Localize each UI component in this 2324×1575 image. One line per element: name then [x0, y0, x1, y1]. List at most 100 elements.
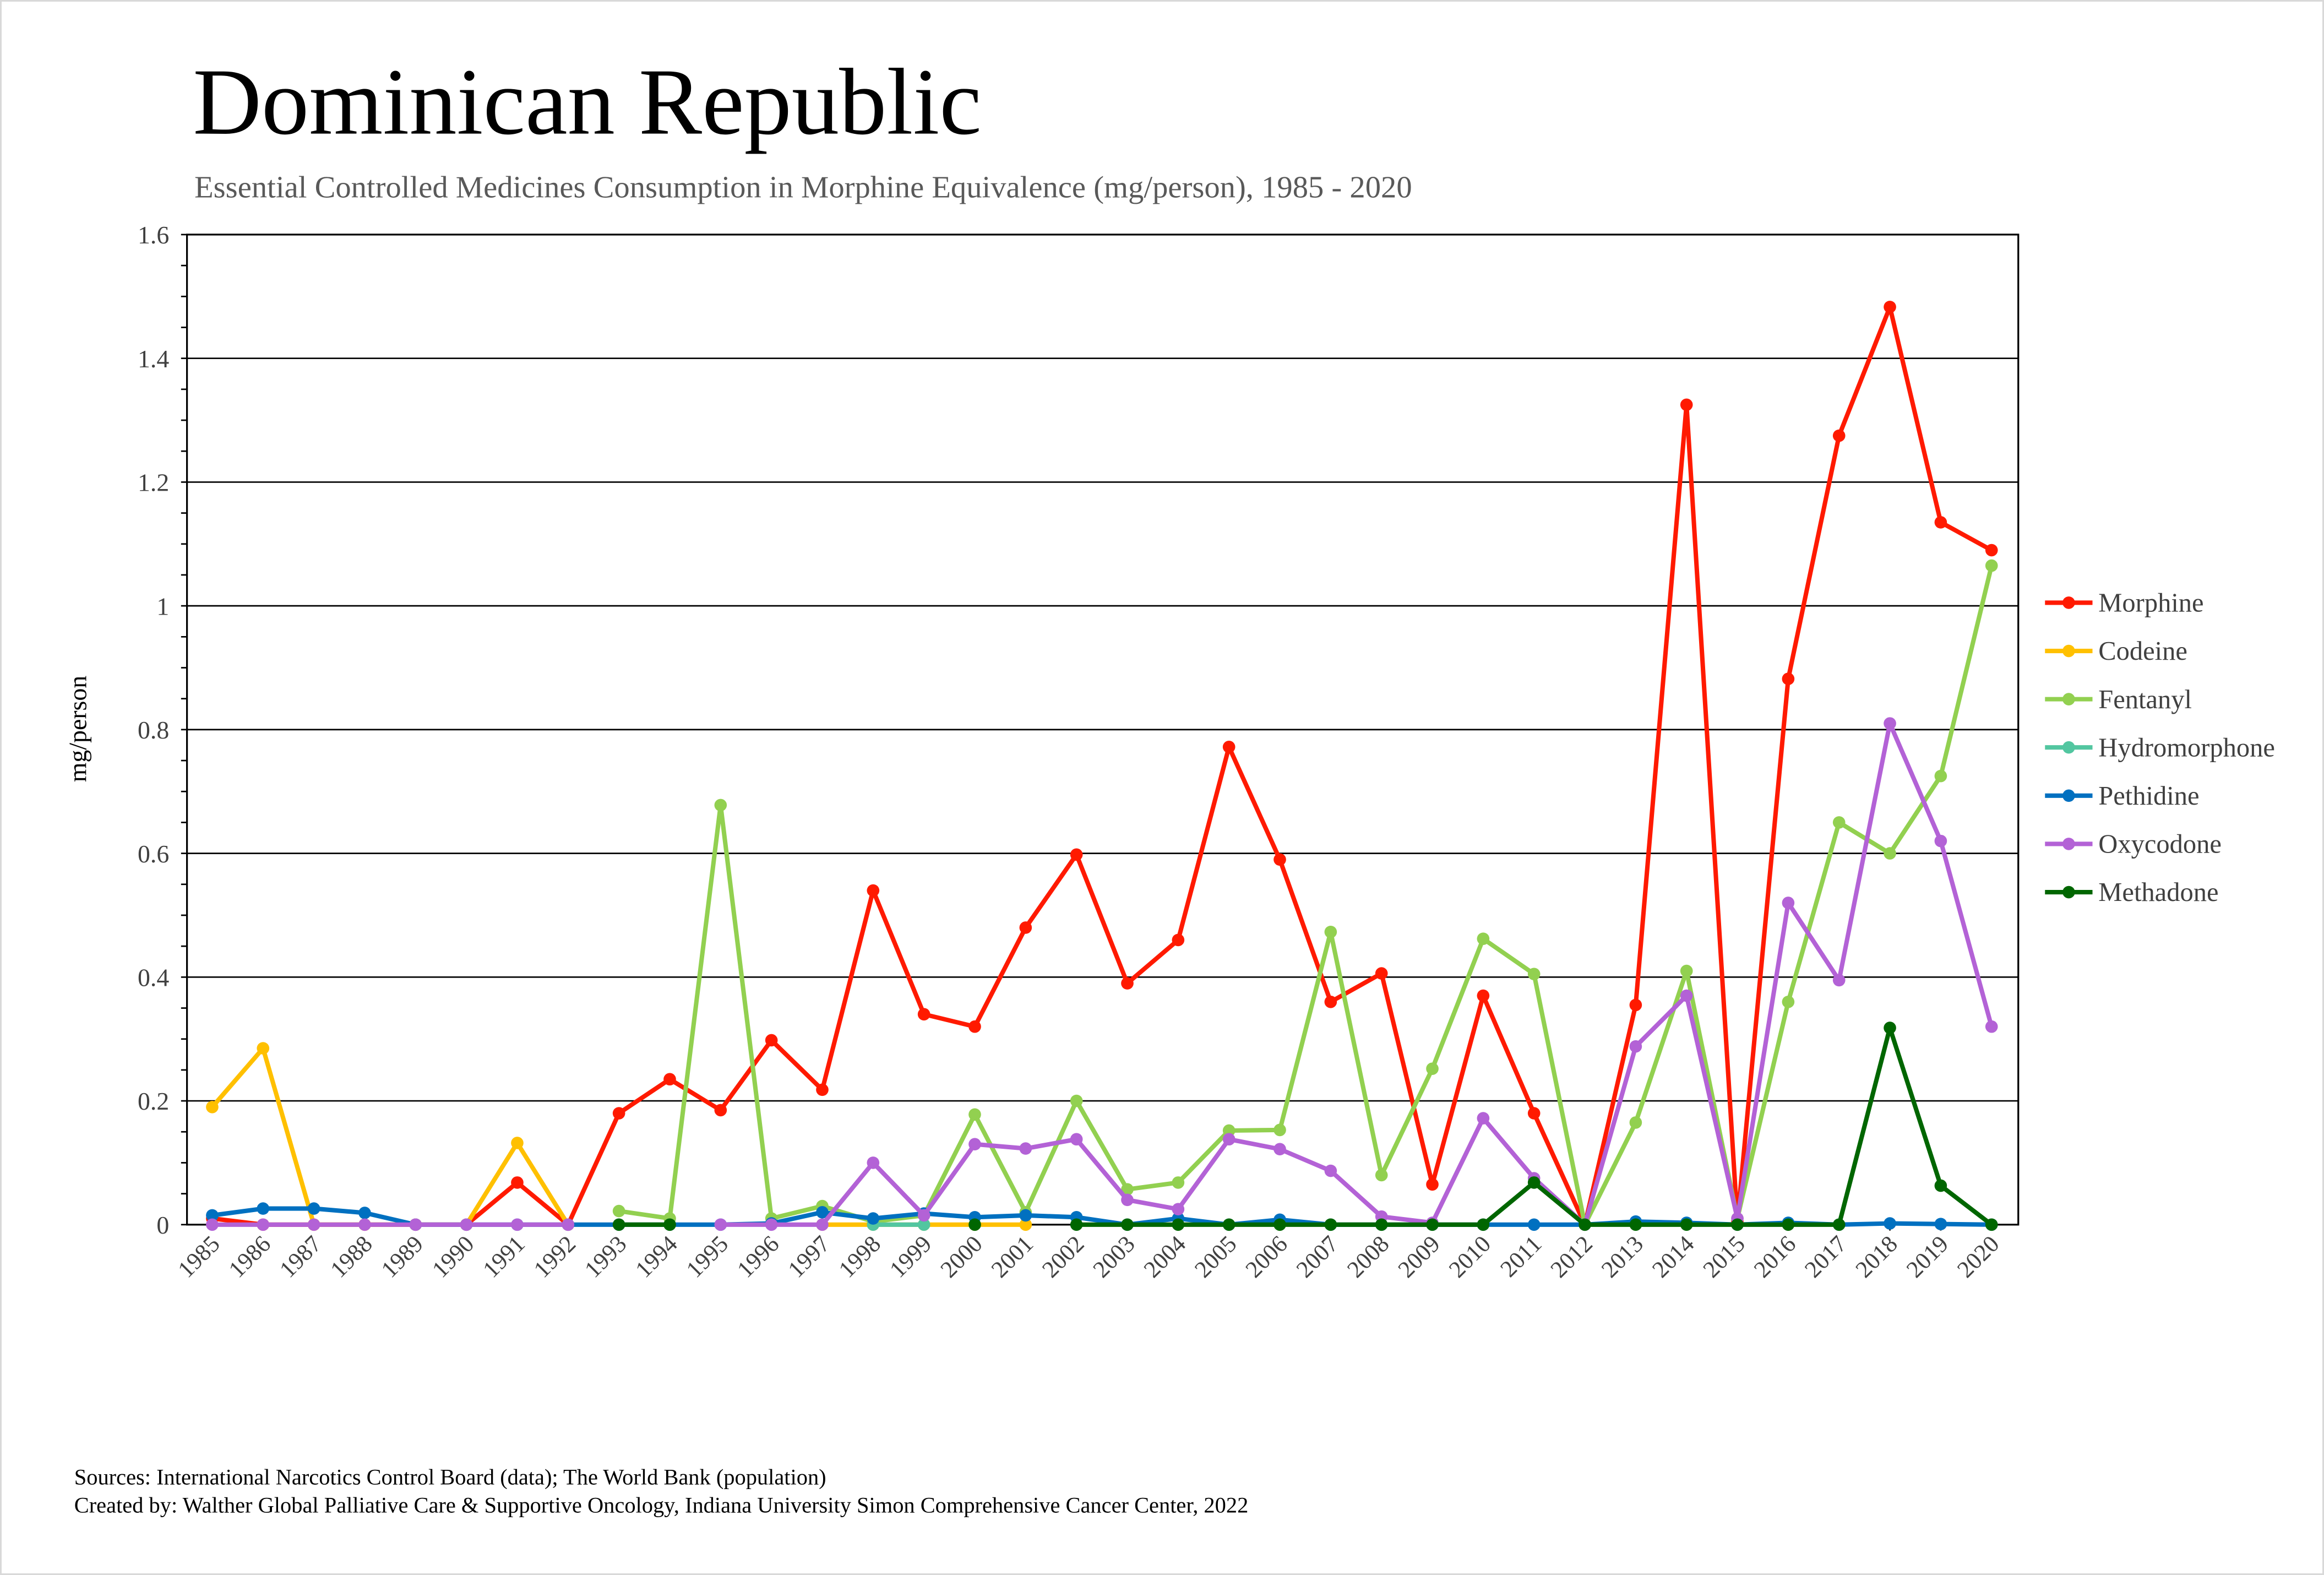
y-tick-label: 0.2 — [138, 1087, 169, 1115]
footer-created-by: Created by: Walther Global Palliative Ca… — [74, 1493, 1249, 1518]
data-point — [1019, 1209, 1032, 1222]
data-point — [1121, 1193, 1134, 1207]
x-tick-label: 1987 — [275, 1231, 326, 1283]
legend-label: Methadone — [2098, 878, 2218, 907]
data-point — [1832, 1218, 1846, 1231]
data-point — [1985, 559, 1998, 572]
y-axis-label: mg/person — [63, 676, 91, 782]
data-point — [257, 1202, 270, 1215]
chart-title: Dominican Republic — [193, 50, 981, 155]
legend-item-pethidine: Pethidine — [2045, 781, 2200, 811]
x-tick-label: 2012 — [1546, 1231, 1598, 1283]
data-point — [917, 1218, 930, 1231]
y-tick-label: 1.2 — [138, 469, 169, 497]
series-morphine — [206, 301, 1998, 1231]
x-tick-label: 2004 — [1139, 1231, 1191, 1283]
x-tick-label: 2017 — [1800, 1231, 1852, 1283]
data-point — [1832, 429, 1846, 442]
data-point — [1070, 1094, 1083, 1107]
series-codeine — [206, 1042, 1032, 1231]
data-point — [1579, 1218, 1591, 1231]
data-point — [1884, 717, 1896, 730]
x-tick-label: 2009 — [1394, 1231, 1445, 1283]
data-point — [1273, 1143, 1286, 1156]
data-point — [1629, 1116, 1642, 1129]
data-point — [1985, 1020, 1998, 1033]
footer-sources: Sources: International Narcotics Control… — [74, 1464, 826, 1489]
data-point — [1832, 816, 1846, 829]
x-tick-label: 2011 — [1495, 1231, 1547, 1282]
legend-marker — [2062, 886, 2075, 899]
series-line — [211, 305, 1993, 1227]
data-point — [1121, 1183, 1134, 1196]
data-point — [867, 1212, 880, 1225]
data-point — [1527, 1218, 1541, 1231]
y-tick-label: 1 — [156, 592, 169, 620]
series-methadone — [612, 1022, 1998, 1231]
data-point — [206, 1100, 219, 1114]
data-point — [1884, 847, 1896, 860]
data-point — [1324, 1218, 1337, 1231]
data-point — [1477, 932, 1490, 945]
x-tick-label: 1986 — [224, 1231, 276, 1283]
data-point — [1934, 769, 1947, 783]
data-point — [307, 1202, 320, 1215]
series-line — [1076, 1025, 1993, 1227]
x-axis: 1985198619871988198919901991199219931994… — [173, 1224, 2004, 1283]
legend-item-hydromorphone: Hydromorphone — [2045, 733, 2275, 762]
x-tick-label: 1995 — [682, 1231, 733, 1283]
data-point — [1019, 1142, 1032, 1155]
x-tick-label: 2003 — [1088, 1231, 1140, 1283]
data-point — [612, 1204, 625, 1218]
x-tick-label: 2013 — [1597, 1231, 1648, 1283]
y-tick-label: 0.6 — [138, 840, 169, 868]
data-point — [358, 1218, 371, 1231]
data-point — [1273, 853, 1286, 866]
data-point — [1172, 1218, 1185, 1231]
data-point — [1019, 921, 1032, 934]
data-point — [1477, 1112, 1490, 1125]
data-point — [1782, 1218, 1795, 1231]
data-point — [1375, 1218, 1388, 1231]
x-tick-label: 2006 — [1241, 1231, 1293, 1283]
data-point — [714, 1218, 727, 1231]
data-point — [1680, 989, 1693, 1002]
data-point — [816, 1206, 829, 1219]
data-point — [511, 1218, 524, 1231]
data-point — [1782, 897, 1795, 909]
y-tick-label: 1.6 — [138, 221, 169, 249]
data-point — [765, 1218, 778, 1231]
data-point — [1731, 1218, 1744, 1231]
data-point — [257, 1218, 270, 1231]
legend-item-codeine: Codeine — [2045, 637, 2187, 666]
series-line — [720, 721, 1994, 1227]
data-point — [612, 1218, 625, 1231]
data-point — [1070, 848, 1083, 861]
data-point — [816, 1083, 829, 1096]
data-point — [1222, 1133, 1236, 1146]
data-point — [1324, 995, 1337, 1008]
data-point — [1324, 925, 1337, 938]
data-point — [1629, 1040, 1642, 1053]
y-tick-label: 0.4 — [138, 964, 169, 992]
legend-marker — [2062, 838, 2075, 850]
legend-marker — [2062, 693, 2075, 705]
data-point — [1934, 1179, 1947, 1192]
data-point — [1222, 1124, 1236, 1137]
legend-label: Codeine — [2098, 637, 2187, 666]
data-point — [1222, 1218, 1236, 1231]
x-tick-label: 2018 — [1851, 1231, 1903, 1283]
data-point — [1477, 989, 1490, 1002]
data-point — [714, 799, 727, 812]
data-point — [612, 1107, 625, 1120]
x-tick-label: 2007 — [1292, 1231, 1343, 1283]
legend-marker — [2062, 596, 2075, 609]
data-point — [867, 884, 880, 897]
x-tick-label: 1993 — [580, 1231, 632, 1283]
data-point — [968, 1138, 981, 1151]
legend-marker — [2062, 741, 2075, 754]
data-point — [1121, 1218, 1134, 1231]
x-tick-label: 1990 — [427, 1231, 479, 1283]
